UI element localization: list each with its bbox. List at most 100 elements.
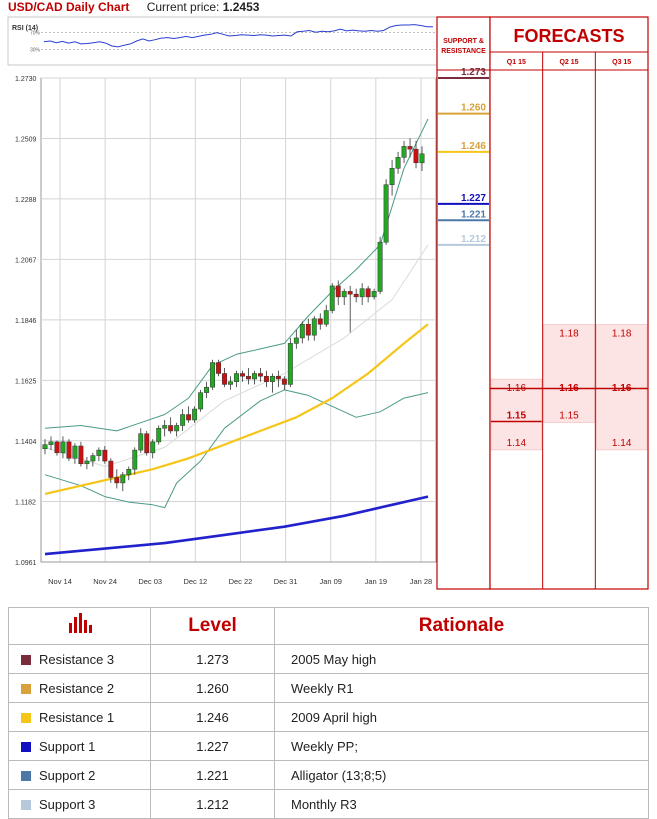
- candle-body: [72, 445, 78, 459]
- y-tick-label: 1.2067: [15, 257, 37, 264]
- level-value: 1.227: [150, 731, 275, 761]
- y-tick-label: 1.1404: [15, 439, 37, 446]
- level-rationale: Monthly R3: [274, 789, 649, 819]
- sr-label-line1: SUPPORT &: [443, 38, 484, 45]
- y-tick-label: 1.0961: [15, 560, 37, 567]
- candle-body: [395, 157, 401, 169]
- candle-body: [42, 444, 48, 449]
- table-row: Resistance 3 1.273 2005 May high: [8, 644, 649, 674]
- candle-body: [275, 375, 281, 380]
- candle-body: [210, 362, 216, 388]
- level-value: 1.221: [150, 760, 275, 790]
- rsi-tick-label: 30%: [30, 47, 41, 53]
- chart-header: USD/CAD Daily Chart Current price: 1.245…: [8, 0, 259, 14]
- candle-body: [60, 441, 66, 454]
- candle-body: [138, 433, 144, 451]
- candle-body: [228, 381, 233, 385]
- x-tick-label: Jan 19: [365, 577, 388, 586]
- candle-body: [198, 392, 204, 410]
- table-row: Support 3 1.212 Monthly R3: [8, 789, 649, 819]
- level-value: 1.246: [150, 702, 275, 732]
- candle-body: [347, 291, 353, 295]
- table-row: Resistance 1 1.246 2009 April high: [8, 702, 649, 732]
- x-tick-label: Jan 09: [319, 577, 342, 586]
- level-name: Resistance 3: [39, 651, 115, 667]
- y-tick-label: 1.2288: [15, 197, 37, 204]
- level-label: 1.221: [461, 209, 486, 220]
- chart-area: RSI (14)70%30% 1.27301.25091.22881.20671…: [7, 16, 649, 590]
- y-tick-label: 1.1182: [15, 500, 36, 507]
- forecasts-title: FORECASTS: [513, 26, 624, 46]
- forecast-range-box: [490, 378, 542, 451]
- candle-body: [102, 449, 108, 462]
- table-header-row: Level Rationale: [8, 607, 649, 645]
- y-tick-label: 1.2730: [15, 76, 37, 83]
- forecast-range-box: [543, 324, 595, 423]
- candle-body: [335, 285, 341, 298]
- level-name: Support 3: [39, 796, 96, 812]
- candle-body: [150, 441, 156, 454]
- forecast-value: 1.14: [612, 438, 632, 449]
- y-tick-label: 1.1625: [15, 378, 37, 385]
- candle-body: [353, 293, 359, 298]
- level-header: Level: [150, 607, 275, 645]
- level-label: 1.246: [461, 141, 486, 152]
- candle-body: [162, 425, 168, 429]
- table-row: Support 1 1.227 Weekly PP;: [8, 731, 649, 761]
- candle-body: [186, 414, 192, 421]
- candle-body: [329, 285, 335, 311]
- candle-body: [293, 337, 299, 344]
- level-label: 1.260: [461, 103, 486, 114]
- level-name-cell: Support 2: [8, 760, 151, 790]
- level-rationale: 2005 May high: [274, 644, 649, 674]
- table-row: Resistance 2 1.260 Weekly R1: [8, 673, 649, 703]
- candle-body: [287, 343, 293, 385]
- forecast-value: 1.15: [507, 411, 527, 422]
- candle-body: [299, 323, 305, 339]
- levels-table: Level Rationale Resistance 3 1.273 2005 Ma…: [8, 607, 649, 819]
- sr-frame: [436, 16, 491, 590]
- candle-body: [257, 373, 263, 377]
- candle-body: [126, 468, 132, 475]
- rsi-title: RSI (14): [12, 25, 38, 32]
- x-tick-label: Dec 12: [183, 577, 207, 586]
- forecast-value: 1.18: [612, 328, 632, 339]
- bar-chart-icon: [8, 607, 151, 645]
- candle-body: [48, 441, 54, 445]
- candle-body: [234, 373, 239, 382]
- level-swatch: [21, 770, 31, 781]
- forecast-value: 1.14: [507, 438, 527, 449]
- candle-body: [419, 153, 425, 164]
- candle-body: [371, 291, 377, 298]
- candle-body: [180, 414, 186, 426]
- candle-body: [377, 241, 383, 292]
- level-rationale: Weekly PP;: [274, 731, 649, 761]
- candle-body: [78, 445, 84, 465]
- level-value: 1.273: [150, 644, 275, 674]
- level-label: 1.227: [461, 193, 486, 204]
- level-name: Resistance 2: [39, 680, 115, 696]
- rsi-tick-label: 70%: [30, 31, 41, 37]
- level-swatch: [21, 654, 31, 665]
- x-tick-label: Jan 28: [410, 577, 433, 586]
- forecast-value: 1.18: [559, 328, 579, 339]
- level-rationale: Alligator (13;8;5): [274, 760, 649, 790]
- level-swatch: [21, 741, 31, 752]
- level-value: 1.212: [150, 789, 275, 819]
- level-name-cell: Resistance 3: [8, 644, 151, 674]
- forecast-column-header: Q3 15: [612, 59, 631, 66]
- level-rationale: Weekly R1: [274, 673, 649, 703]
- candle-body: [323, 310, 329, 325]
- level-rationale: 2009 April high: [274, 702, 649, 732]
- candle-body: [120, 474, 126, 484]
- candle-body: [281, 378, 287, 385]
- level-label: 1.273: [461, 67, 486, 78]
- level-name-cell: Support 1: [8, 731, 151, 761]
- candle-body: [305, 323, 311, 336]
- rsi-frame: [7, 16, 439, 66]
- candle-body: [90, 455, 96, 462]
- x-tick-label: Nov 24: [93, 577, 117, 586]
- x-tick-label: Dec 31: [274, 577, 298, 586]
- candle-body: [365, 288, 371, 298]
